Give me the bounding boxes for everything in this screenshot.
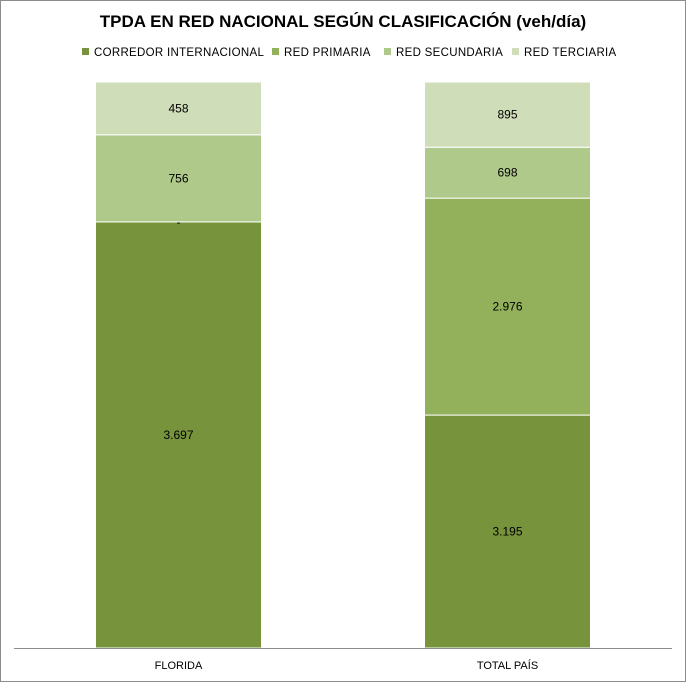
- bar-total-pais-red-terciaria: [424, 81, 591, 148]
- bar-florida-red-terciaria: [95, 81, 262, 136]
- legend-label-red-secundaria: RED SECUNDARIA: [396, 47, 504, 59]
- legend-swatch-red-primaria: [272, 48, 279, 55]
- data-label-total-pais-corredor-internacional: 3.195: [492, 525, 522, 539]
- bar-florida-corredor-internacional: [95, 221, 262, 649]
- data-label-florida-red-terciaria: 458: [168, 101, 188, 115]
- bar-total-pais-red-primaria: [424, 197, 591, 416]
- data-label-total-pais-red-secundaria: 698: [497, 166, 517, 180]
- legend-swatch-red-secundaria: [384, 48, 391, 55]
- bar-florida-red-secundaria: [95, 134, 262, 223]
- bar-total-pais-red-secundaria: [424, 146, 591, 199]
- legend-label-red-terciaria: RED TERCIARIA: [524, 47, 617, 59]
- data-label-florida-red-secundaria: 756: [168, 171, 188, 185]
- data-label-total-pais-red-terciaria: 895: [497, 108, 517, 122]
- data-label-total-pais-red-primaria: 2.976: [492, 300, 522, 314]
- legend-label-corredor-internacional: CORREDOR INTERNACIONAL: [94, 47, 265, 59]
- x-tick-label-florida: FLORIDA: [155, 660, 203, 672]
- chart-title: TPDA EN RED NACIONAL SEGÚN CLASIFICACIÓN…: [99, 12, 587, 31]
- legend-item-corredor-internacional: CORREDOR INTERNACIONAL: [82, 47, 264, 59]
- legend-item-red-secundaria: RED SECUNDARIA: [384, 47, 503, 59]
- bar-total-pais-corredor-internacional: [424, 414, 591, 649]
- legend-swatch-red-terciaria: [512, 48, 519, 55]
- data-label-florida-corredor-internacional: 3.697: [163, 428, 193, 442]
- x-tick-label-total-pais: TOTAL PAÍS: [477, 659, 538, 672]
- legend-label-red-primaria: RED PRIMARIA: [284, 47, 371, 59]
- legend-item-red-terciaria: RED TERCIARIA: [512, 47, 617, 59]
- legend-swatch-corredor-internacional: [82, 48, 89, 55]
- legend: CORREDOR INTERNACIONAL RED PRIMARIA RED …: [0, 47, 686, 63]
- legend-item-red-primaria: RED PRIMARIA: [272, 47, 371, 59]
